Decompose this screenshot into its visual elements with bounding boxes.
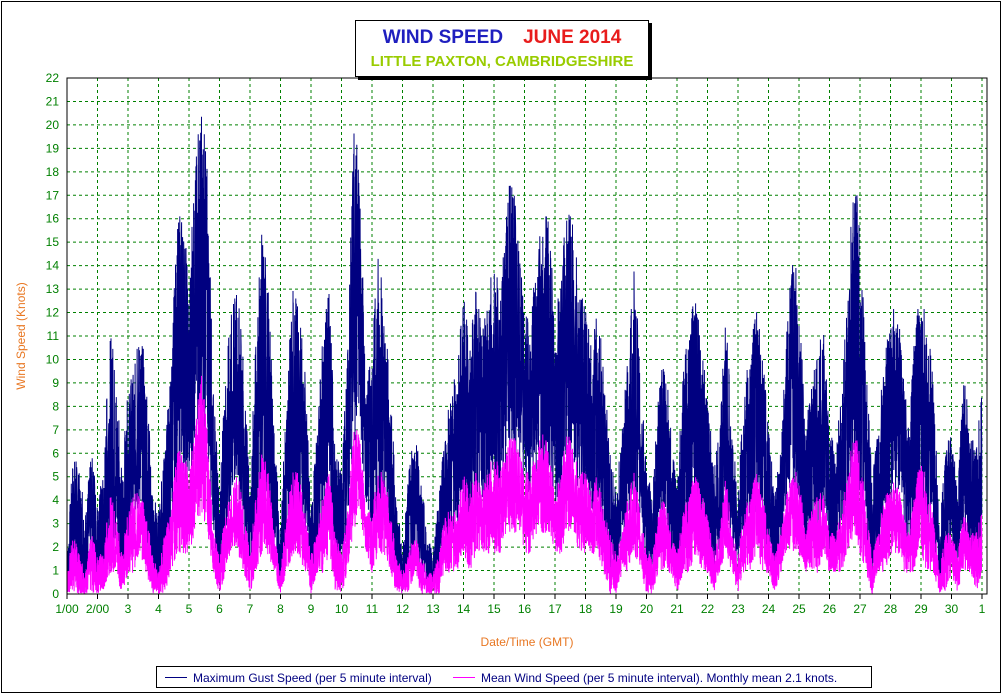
x-axis-title: Date/Time (GMT): [481, 635, 574, 649]
y-tick-label: 21: [46, 94, 60, 108]
chart-title: WIND SPEED JUNE 2014: [356, 27, 648, 49]
chart-subtitle: LITTLE PAXTON, CAMBRIDGESHIRE: [370, 53, 634, 70]
x-tick-label: 9: [308, 602, 315, 616]
y-tick-label: 0: [52, 587, 59, 601]
x-tick-label: 13: [426, 602, 440, 616]
x-tick-label: 12: [396, 602, 410, 616]
y-tick-label: 17: [46, 188, 60, 202]
y-tick-label: 6: [52, 446, 59, 460]
y-tick-label: 15: [46, 235, 60, 249]
x-tick-label: 28: [884, 602, 898, 616]
y-tick-label: 10: [46, 352, 60, 366]
x-tick-label: 24: [762, 602, 776, 616]
y-tick-label: 14: [46, 259, 60, 273]
x-tick-label: 11: [366, 602, 379, 616]
series-mean-line: [66, 375, 983, 595]
x-tick-label: 30: [945, 602, 959, 616]
x-tick-label: 29: [914, 602, 928, 616]
y-tick-label: 20: [46, 118, 60, 132]
x-tick-label: 21: [670, 602, 684, 616]
x-tick-label: 22: [701, 602, 715, 616]
x-tick-label: 1/00: [55, 602, 79, 616]
chart-title-box: WIND SPEED JUNE 2014 LITTLE PAXTON, CAMBR…: [355, 20, 649, 77]
y-tick-label: 8: [52, 399, 59, 413]
x-tick-label: 1: [979, 602, 986, 616]
legend-item-gust: Maximum Gust Speed (per 5 minute interva…: [165, 670, 432, 686]
legend-swatch-mean: [453, 677, 475, 679]
y-tick-label: 1: [52, 564, 59, 578]
legend-item-mean: Mean Wind Speed (per 5 minute interval).…: [453, 670, 837, 686]
y-tick-label: 22: [46, 71, 60, 85]
x-tick-label: 25: [792, 602, 806, 616]
plot-border: [66, 77, 988, 595]
chart-legend: Maximum Gust Speed (per 5 minute interva…: [156, 666, 872, 688]
y-tick-label: 4: [52, 493, 59, 507]
x-tick-label: 15: [487, 602, 501, 616]
y-tick-label: 19: [46, 141, 60, 155]
x-tick-label: 18: [579, 602, 593, 616]
x-tick-label: 27: [853, 602, 867, 616]
x-tick-label: 7: [247, 602, 254, 616]
legend-label-mean: Mean Wind Speed (per 5 minute interval).…: [481, 670, 838, 685]
y-tick-label: 2: [52, 540, 59, 554]
y-tick-label: 12: [46, 306, 60, 320]
chart-title-month: JUNE 2014: [523, 27, 622, 48]
y-tick-label: 18: [46, 165, 60, 179]
x-tick-label: 8: [277, 602, 284, 616]
x-tick-label: 23: [731, 602, 745, 616]
x-tick-label: 19: [609, 602, 623, 616]
y-tick-label: 5: [52, 470, 59, 484]
x-tick-label: 6: [216, 602, 223, 616]
x-tick-label: 17: [548, 602, 562, 616]
y-axis-title: Wind Speed (Knots): [14, 282, 28, 389]
x-tick-label: 26: [823, 602, 837, 616]
y-tick-label: 11: [47, 329, 60, 343]
x-tick-label: 5: [186, 602, 193, 616]
x-tick-label: 2/00: [86, 602, 110, 616]
x-tick-label: 16: [518, 602, 532, 616]
legend-swatch-gust: [165, 677, 187, 679]
y-tick-label: 16: [46, 212, 60, 226]
y-tick-label: 7: [52, 423, 59, 437]
x-tick-label: 4: [155, 602, 162, 616]
series-gust-line: [66, 116, 983, 594]
x-tick-label: 20: [640, 602, 654, 616]
y-tick-label: 3: [52, 517, 59, 531]
x-tick-label: 3: [125, 602, 132, 616]
x-tick-label: 14: [457, 602, 471, 616]
legend-label-gust: Maximum Gust Speed (per 5 minute interva…: [193, 670, 432, 685]
y-tick-label: 13: [46, 282, 60, 296]
x-tick-label: 10: [335, 602, 349, 616]
chart-title-main: WIND SPEED: [382, 27, 504, 48]
y-tick-label: 9: [52, 376, 59, 390]
